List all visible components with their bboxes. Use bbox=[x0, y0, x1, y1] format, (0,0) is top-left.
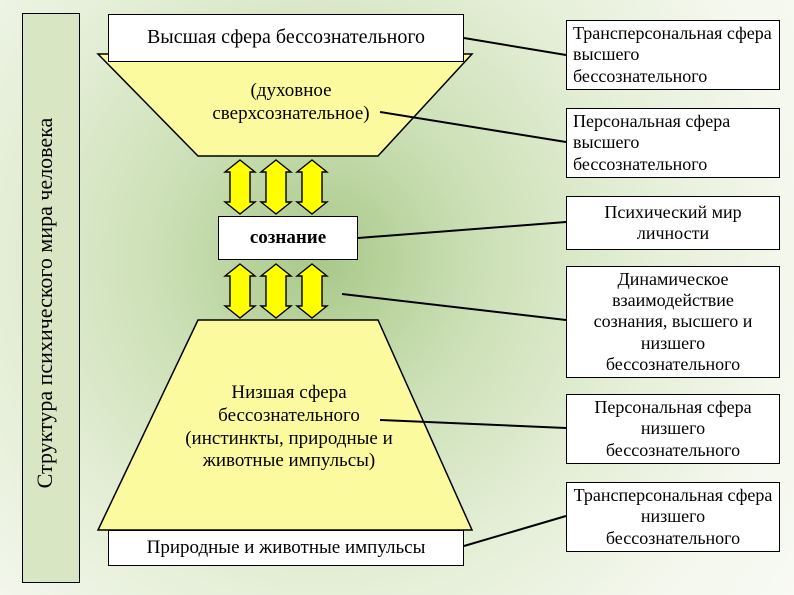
box-right-6: Трансперсональная сфера низшего бессозна… bbox=[566, 482, 780, 552]
box-top-header: Высшая сфера бессознательного bbox=[108, 14, 464, 62]
box-bottom-footer: Природные и животные импульсы bbox=[108, 530, 464, 566]
diagram-stage: Структура психического мира человека (ду… bbox=[0, 0, 794, 595]
sidebar-title: Структура психического мира человека bbox=[32, 23, 58, 583]
box-right-1: Трансперсональная сфера высшего бессозна… bbox=[566, 20, 780, 90]
box-right-5: Персональная сфера низшего бессознательн… bbox=[566, 394, 780, 464]
box-right-2: Персональная сфера высшего бессознательн… bbox=[566, 108, 780, 178]
box-right-3: Психический мир личности bbox=[566, 196, 780, 250]
top-trapezoid-label: (духовное сверхсознательное) bbox=[196, 80, 386, 126]
bottom-trapezoid-label: Низшая сфера бессознательного (инстинкты… bbox=[170, 382, 408, 473]
box-consciousness: сознание bbox=[218, 216, 358, 260]
box-right-4: Динамическое взаимодействие сознания, вы… bbox=[566, 266, 780, 378]
